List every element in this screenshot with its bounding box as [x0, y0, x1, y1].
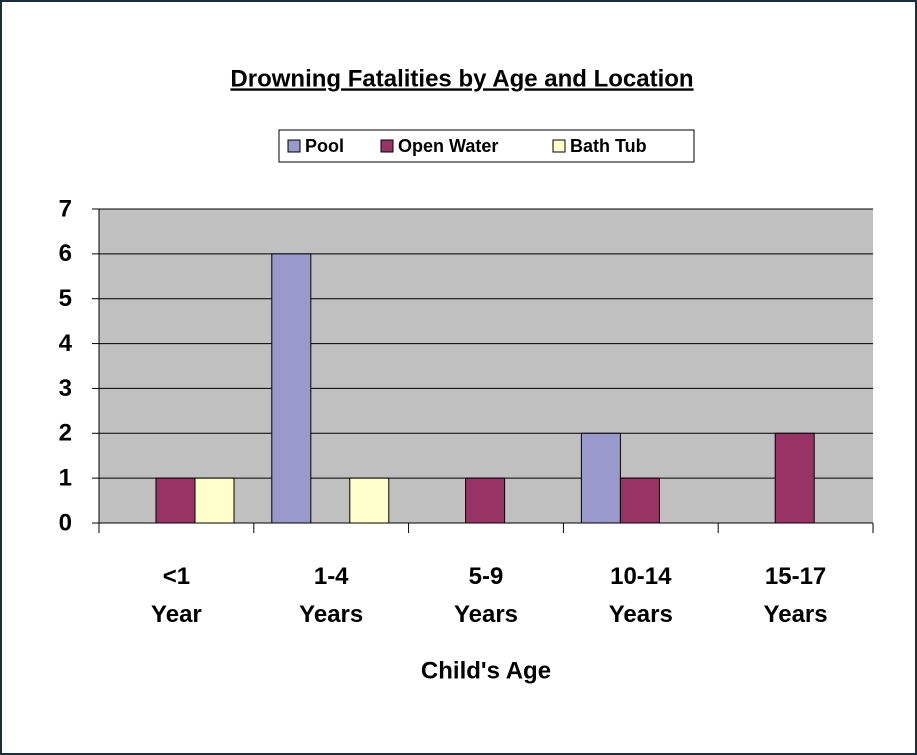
legend-swatch [287, 139, 301, 153]
y-tick-label: 5 [59, 285, 72, 312]
y-tick-label: 4 [59, 330, 73, 357]
x-tick-label: 10-14 Years [609, 563, 673, 628]
legend-label: Open Water [398, 136, 498, 156]
legend-label: Bath Tub [570, 136, 647, 156]
x-tick-label: 5-9 Years [454, 563, 518, 628]
y-tick-label: 2 [59, 420, 72, 447]
x-tick-label: <1 Year [151, 563, 202, 628]
y-tick-label: 6 [59, 240, 72, 267]
bar [155, 477, 196, 524]
bar [349, 477, 390, 524]
bar [465, 477, 506, 524]
bar [774, 432, 815, 524]
legend-box [278, 129, 695, 163]
legend-swatch [552, 139, 566, 153]
bar [619, 477, 660, 524]
y-tick-label: 7 [59, 195, 72, 222]
x-axis-label: Child's Age [421, 657, 551, 684]
bar [271, 253, 312, 524]
y-tick-label: 1 [59, 464, 72, 491]
plot-area [99, 209, 873, 523]
y-tick-label: 3 [59, 375, 72, 402]
bar [580, 432, 621, 524]
legend-label: Pool [305, 136, 344, 156]
chart-title: Drowning Fatalities by Age and Location [230, 65, 693, 92]
legend-swatch [380, 139, 394, 153]
bar [194, 477, 235, 524]
x-tick-label: 1-4 Years [299, 563, 363, 628]
x-tick-label: 15-17 Years [764, 563, 828, 628]
y-tick-label: 0 [59, 509, 72, 536]
